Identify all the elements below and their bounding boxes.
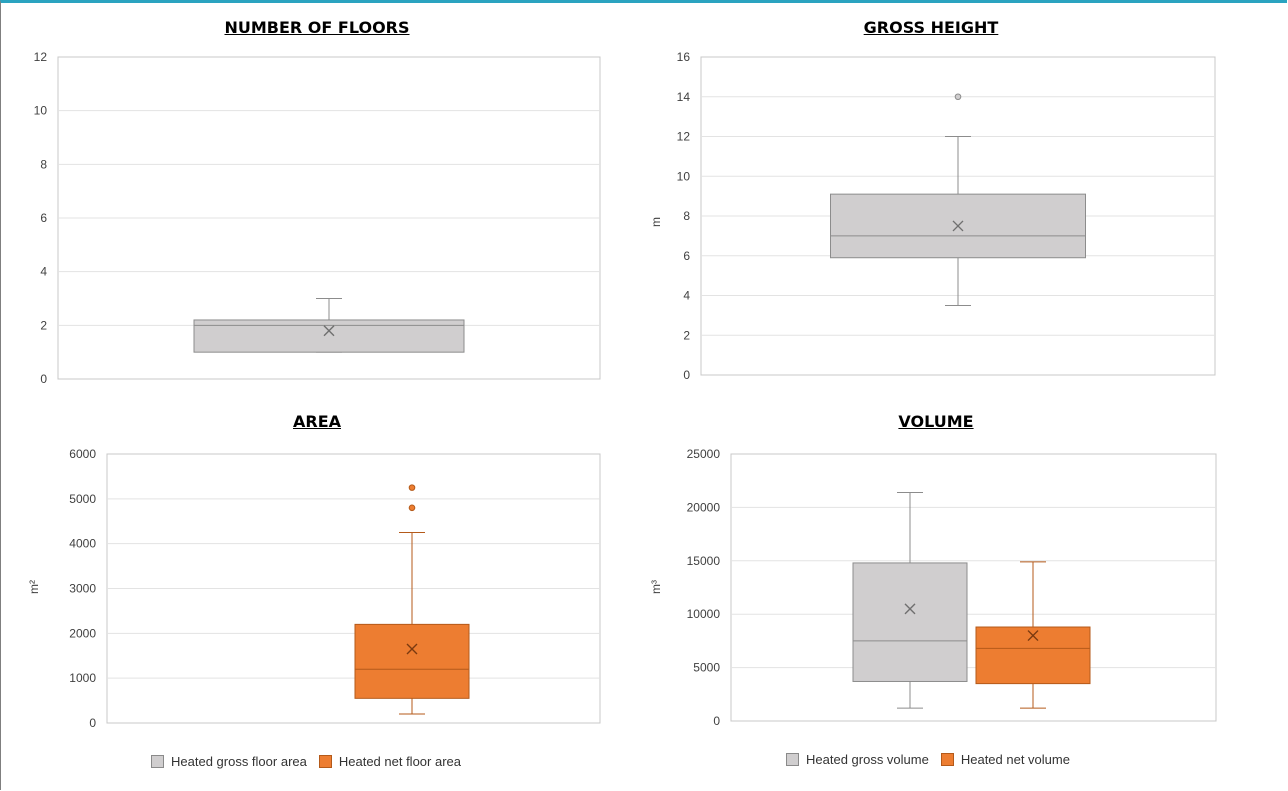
y-tick-label: 10 [677,169,691,183]
y-tick-label: 10000 [687,607,721,621]
plot-area [730,453,1217,722]
y-tick-label: 6000 [69,447,96,461]
mean-marker [904,603,916,615]
y-tick-label: 8 [683,209,690,223]
legend-label: Heated gross volume [806,752,929,767]
y-tick-label: 0 [89,716,96,730]
chart-title-area: AREA [292,412,341,431]
mean-marker [1027,630,1039,642]
outlier-point [408,504,416,512]
y-axis-label: m³ [649,580,663,594]
chart-title-height: GROSS HEIGHT [863,18,999,37]
y-tick-label: 0 [683,368,690,382]
y-tick-label: 15000 [687,554,721,568]
box-iqr [354,623,470,699]
legend-item-gross: Heated gross volume [786,752,929,767]
y-tick-label: 0 [713,714,720,728]
y-tick-label: 5000 [69,492,96,506]
box-iqr [852,562,968,682]
legend-swatch-net [318,755,332,768]
y-tick-label: 6 [683,249,690,263]
y-tick-label: 14 [677,90,691,104]
y-axis-label: m [649,217,663,227]
y-tick-label: 2 [40,318,47,332]
y-axis-label: m² [27,580,41,594]
chart-title-floors: NUMBER OF FLOORS [224,18,410,37]
legend-item-net: Heated net floor area [318,754,461,769]
y-tick-label: 5000 [693,661,720,675]
box-iqr [193,319,465,353]
legend-area: Heated gross floor area Heated net floor… [151,754,473,769]
legend-label: Heated net floor area [338,754,461,769]
y-tick-label: 12 [34,50,48,64]
chart-volume: 0 5000 10000 15000 20000 25000 m³ [649,447,1217,728]
chart-title-volume: VOLUME [898,412,974,431]
legend-swatch-gross [786,753,799,766]
outlier-point [408,484,416,491]
y-tick-label: 16 [677,50,691,64]
legend-volume: Heated gross volume Heated net volume [786,752,1082,767]
y-tick-label: 1000 [69,671,96,685]
chart-height: 0 2 4 6 8 10 12 14 16 m [649,50,1216,382]
legend-label: Heated gross floor area [171,754,307,769]
chart-area: 0 1000 2000 3000 4000 5000 6000 m² [27,447,601,730]
y-tick-label: 2000 [69,626,96,640]
box-iqr [975,626,1091,685]
y-tick-label: 4 [683,289,690,303]
y-tick-label: 20000 [687,500,721,514]
mean-marker [406,643,418,655]
legend-swatch-net [940,753,954,766]
y-tick-label: 8 [40,157,47,171]
y-tick-label: 25000 [687,447,721,461]
legend-label: Heated net volume [960,752,1070,767]
y-tick-label: 10 [34,104,48,118]
y-tick-label: 0 [40,372,47,386]
y-tick-label: 4 [40,265,47,279]
y-tick-label: 2 [683,328,690,342]
legend-item-gross: Heated gross floor area [151,754,307,769]
y-tick-label: 3000 [69,582,96,596]
y-tick-label: 12 [677,130,691,144]
y-tick-label: 6 [40,211,47,225]
legend-swatch-gross [151,755,164,768]
mean-marker [952,220,964,232]
chart-floors: 0 2 4 6 8 10 12 [34,50,601,386]
outlier-point [954,93,962,101]
legend-item-net: Heated net volume [940,752,1070,767]
mean-marker [323,325,335,337]
y-tick-label: 4000 [69,537,96,551]
